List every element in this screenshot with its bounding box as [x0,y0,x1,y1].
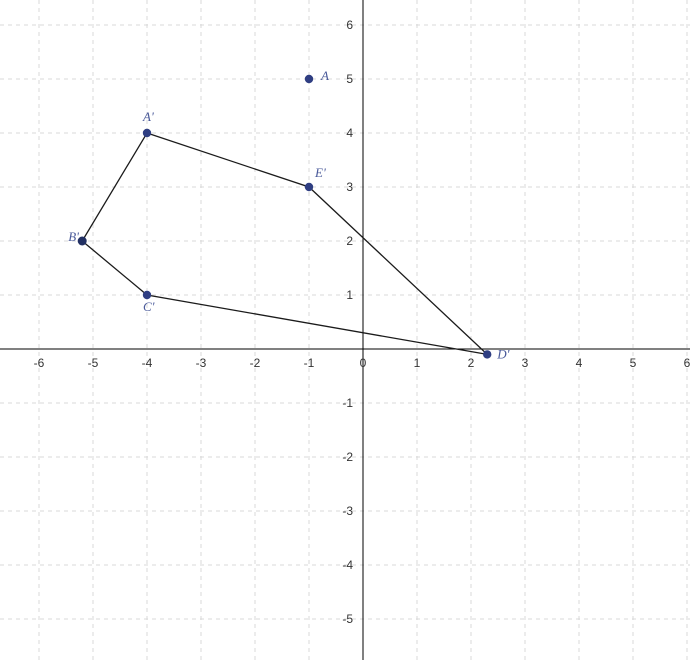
x-tick-label: 2 [468,356,475,370]
x-tick-label: 1 [414,356,421,370]
x-tick-label: -3 [196,356,207,370]
point-label: E' [314,165,326,180]
x-tick-label: -5 [88,356,99,370]
plot-point [78,237,87,246]
plot-point [483,350,491,358]
point-label: A' [142,109,154,124]
point-label: A [320,68,329,83]
x-tick-label: 4 [576,356,583,370]
y-tick-label: -3 [342,504,353,518]
x-tick-label: 0 [360,356,367,370]
x-tick-label: -1 [304,356,315,370]
x-tick-label: 6 [684,356,690,370]
x-tick-label: 5 [630,356,637,370]
y-tick-label: 6 [346,18,353,32]
coordinate-plane: -6 -5 -4 -3 -2 -1 0 1 2 3 4 5 6 -5 -4 -3 -2 -1 1 2 3 4 5 6 A A' E… [0,0,690,660]
x-tick-label: -6 [34,356,45,370]
x-tick-label: 3 [522,356,529,370]
plot-point [305,183,313,191]
y-tick-label: -1 [342,396,353,410]
y-tick-label: 5 [346,72,353,86]
plot-point [143,129,151,137]
y-tick-label: 1 [346,288,353,302]
point-label: D' [496,346,509,361]
y-tick-label: 3 [346,180,353,194]
x-tick-label: -4 [142,356,153,370]
x-tick-label: -2 [250,356,261,370]
y-tick-label: -4 [342,558,353,572]
point-label: B' [68,229,79,244]
y-tick-label: -2 [342,450,353,464]
plot-point [305,75,313,83]
y-tick-label: -5 [342,612,353,626]
plot-point [143,291,151,299]
y-tick-label: 2 [346,234,353,248]
point-label: C' [143,299,155,314]
y-tick-label: 4 [346,126,353,140]
